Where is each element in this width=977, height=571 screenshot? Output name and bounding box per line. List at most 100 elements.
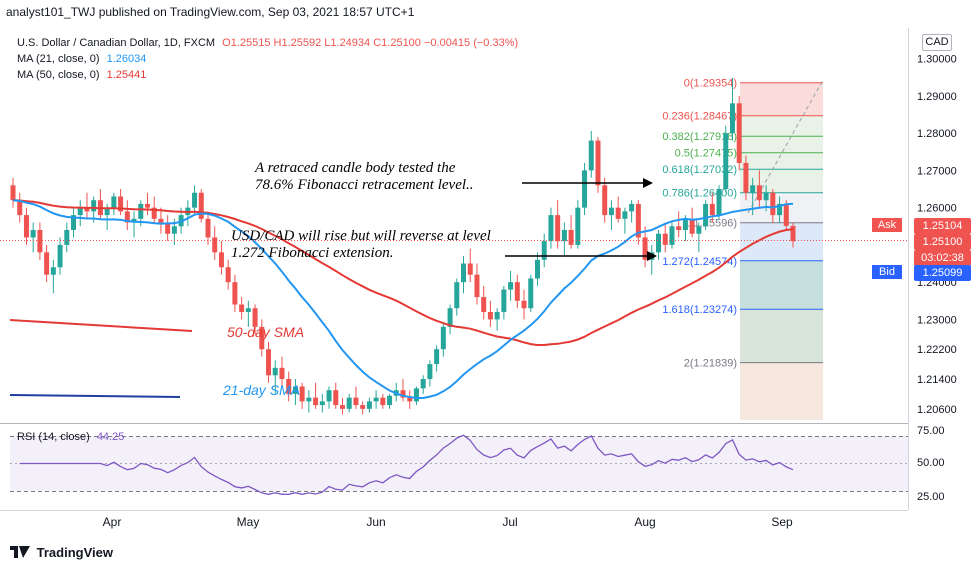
candle-body (790, 225, 796, 242)
candle-body (763, 192, 769, 201)
candle-body (373, 397, 379, 402)
currency-badge[interactable]: CAD (922, 34, 952, 51)
candle-body (440, 326, 446, 350)
candle-body (662, 233, 668, 245)
fib-zone[interactable] (740, 222, 823, 261)
candle-body (333, 390, 339, 406)
candle-body (23, 215, 29, 238)
fib-zone[interactable] (740, 115, 823, 137)
candle-body (508, 282, 514, 290)
candle-body (494, 311, 500, 320)
candle-body (192, 192, 198, 208)
candle-body (313, 397, 319, 406)
drawn-lines[interactable] (9, 79, 824, 398)
fib-zone[interactable] (740, 362, 823, 420)
candle-body (750, 185, 756, 193)
candle-body (534, 259, 540, 279)
candle-body (467, 263, 473, 275)
fib-level-label: 1.272(1.24574) (662, 256, 737, 268)
candle-body (91, 200, 97, 212)
candle-body (400, 390, 406, 398)
annotation-1-line2[interactable]: 78.6% Fibonacci retracement level.. (255, 177, 474, 193)
fib-zone[interactable] (740, 260, 823, 310)
fib-zone[interactable] (740, 136, 823, 153)
candle-body (703, 203, 709, 227)
candle-body (709, 203, 715, 216)
candle-body (743, 162, 749, 193)
tv-logo-svg (10, 546, 30, 558)
time-tick-label: Apr (103, 515, 122, 529)
price-tick-label: 1.20600 (917, 404, 957, 416)
candle-body (71, 215, 77, 230)
publisher-line: analyst101_TWJ published on TradingView.… (6, 5, 415, 19)
candle-body (158, 218, 164, 223)
time-tick-label: Jun (366, 515, 385, 529)
candle-body (151, 207, 157, 219)
candle-body (420, 379, 426, 389)
fib-zone[interactable] (740, 309, 823, 363)
candle-body (561, 230, 567, 242)
candle-body (292, 386, 298, 394)
candle-body (481, 297, 487, 312)
sma50-label[interactable]: 50-day SMA (227, 324, 304, 340)
candle-body (131, 218, 137, 223)
fib-level-label: 2(1.21839) (684, 358, 737, 370)
price-axis[interactable]: 1.300001.290001.280001.270001.260001.250… (917, 54, 957, 416)
candle-body (615, 207, 621, 219)
candle-body (461, 263, 467, 283)
candle-body (541, 241, 547, 260)
candle-body (582, 170, 588, 208)
rsi-band (10, 436, 908, 491)
candle-body (299, 386, 305, 402)
candle-body (245, 308, 251, 312)
candle-body (165, 222, 171, 234)
ohlc-values: O1.25515 H1.25592 L1.24934 C1.25100 −0.0… (222, 37, 519, 49)
candle-body (454, 282, 460, 309)
fibonacci-tool[interactable]: 0(1.29354) 0.236(1.28467) 0.382(1.27918) 0.… (662, 78, 823, 420)
candle-body (689, 218, 695, 234)
rsi-line[interactable] (19, 434, 794, 495)
candle-body (555, 215, 561, 242)
resistance-trendline[interactable] (9, 319, 193, 332)
tradingview-logo[interactable]: TradingView (10, 545, 113, 560)
ma21-legend[interactable]: MA (21, close, 0) 1.26034 (17, 53, 146, 65)
annotation-2-line1[interactable]: USD/CAD will rise but will reverse at le… (231, 228, 491, 244)
candle-body (501, 289, 507, 312)
ma50-legend[interactable]: MA (50, close, 0) 1.25441 (17, 69, 146, 81)
rsi-tick-label: 25.00 (917, 491, 945, 503)
moving-averages-layer (12, 199, 794, 399)
candle-body (514, 282, 520, 301)
time-tick-label: Sep (771, 515, 793, 529)
support-trendline[interactable] (9, 394, 181, 398)
annotation-2-line2[interactable]: 1.272 Fibonacci extension. (231, 245, 393, 261)
candle-body (279, 367, 285, 380)
annotation-arrows[interactable] (505, 178, 657, 261)
time-axis[interactable]: Apr May Jun Jul Aug Sep (103, 515, 793, 529)
fib-zone[interactable] (740, 82, 823, 116)
candle-body (777, 203, 783, 216)
symbol-legend: U.S. Dollar / Canadian Dollar, 1D, FXCM … (17, 37, 518, 49)
time-tick-label: May (237, 515, 260, 529)
symbol-name[interactable]: U.S. Dollar / Canadian Dollar, 1D, FXCM (17, 37, 216, 49)
rsi-tick-label: 75.00 (917, 425, 945, 437)
candle-body (319, 401, 325, 406)
candle-body (57, 244, 63, 268)
fib-zone[interactable] (740, 152, 823, 170)
fib-level-label: 0.236(1.28467) (662, 111, 737, 123)
candle-body (413, 388, 419, 402)
annotation-1-line1[interactable]: A retraced candle body tested the (254, 160, 456, 176)
candle-body (225, 267, 231, 283)
ma50-line[interactable] (12, 199, 794, 346)
candle-body (642, 237, 648, 260)
brand-text: TradingView (36, 545, 113, 560)
sma21-label[interactable]: 21-day SMA (222, 382, 300, 398)
candle-body (447, 308, 453, 327)
candle-body (474, 274, 480, 298)
ma21-line[interactable] (12, 199, 794, 399)
candle-body (575, 207, 581, 245)
candle-body (407, 397, 413, 402)
projection-dashed-line[interactable] (747, 79, 824, 214)
candle-body (676, 226, 682, 230)
rsi-legend[interactable]: RSI (14, close) 44.25 (17, 431, 124, 443)
